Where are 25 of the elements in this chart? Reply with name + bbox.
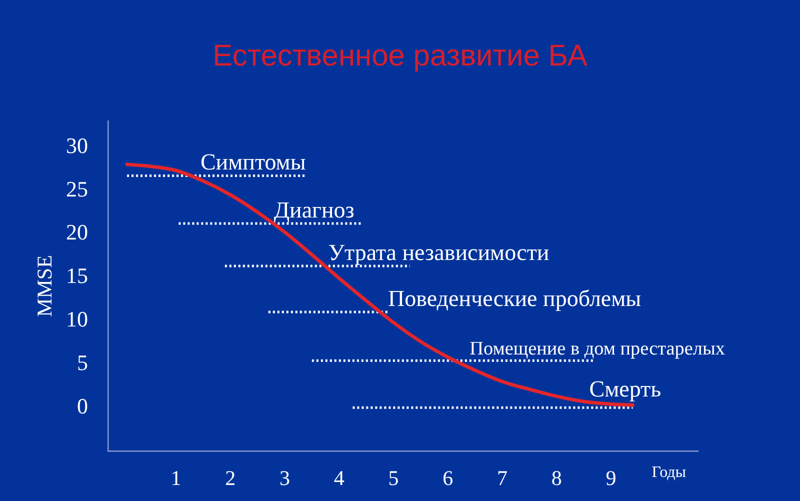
- annotation: Поведенческие проблемы: [388, 286, 642, 312]
- annotation: Смерть: [589, 376, 662, 402]
- x-tick-label: 8: [551, 466, 562, 490]
- y-tick-label: 10: [66, 306, 88, 332]
- x-tick-label: 9: [606, 466, 616, 490]
- x-tick-label: 3: [279, 466, 290, 490]
- annotation: Диагноз: [274, 197, 354, 222]
- y-tick-label: 30: [66, 132, 88, 158]
- x-tick-label: 6: [442, 466, 454, 490]
- x-axis-title: Годы: [652, 464, 686, 482]
- x-tick-label: 5: [388, 466, 399, 490]
- y-tick-label: 25: [66, 176, 88, 202]
- x-tick-label: 2: [225, 466, 236, 490]
- annotation: Симптомы: [200, 150, 306, 175]
- annotation: Помещение в дом престарелых: [470, 338, 726, 360]
- x-tick-label: 4: [334, 466, 345, 490]
- y-tick-label: 15: [66, 263, 88, 288]
- annotation: Утрата независимости: [328, 240, 550, 266]
- y-tick-label: 20: [66, 220, 88, 245]
- y-tick-label: 0: [77, 393, 88, 418]
- chart-title: Естественное развитие БА: [212, 39, 588, 72]
- x-tick-label: 7: [496, 466, 508, 490]
- x-tick-label: 1: [170, 466, 182, 490]
- y-axis-title: MMSE: [32, 255, 57, 317]
- y-tick-label: 5: [77, 350, 88, 375]
